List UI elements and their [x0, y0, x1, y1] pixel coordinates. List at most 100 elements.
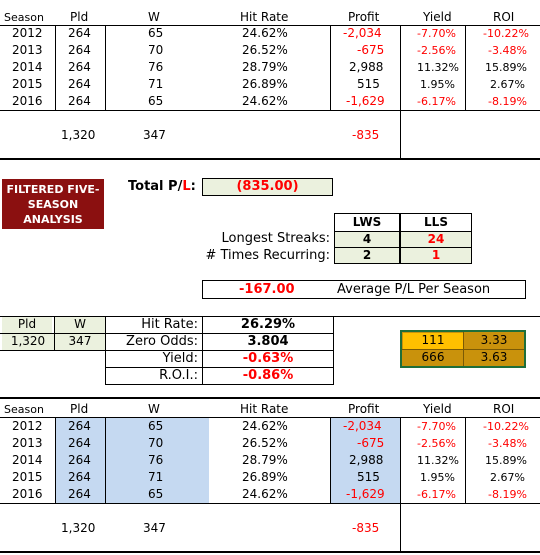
profit-cell: 515: [357, 470, 380, 484]
w-cell: 70: [148, 43, 164, 57]
yield-cell: 11.32%: [417, 454, 459, 467]
pld-cell: 264: [68, 436, 91, 450]
profit-cell: -1,629: [346, 487, 385, 501]
total-pl-value: (835.00): [202, 178, 333, 196]
yield-label: Yield:: [162, 351, 198, 366]
zero-odds-label: Zero Odds:: [126, 334, 198, 349]
roi-value: -0.86%: [242, 368, 294, 383]
col-w: W: [148, 10, 160, 24]
analysis-button-label: FILTERED FIVE-SEASON ANALYSIS: [6, 182, 100, 226]
w-cell: 71: [148, 470, 164, 484]
table-row: 2013 264 70 26.52% -675 -2.56% -3.48%: [0, 42, 540, 59]
col-season: Season: [4, 403, 44, 416]
totals-row: 1,320 347 -835: [0, 520, 540, 537]
filtered-analysis-button[interactable]: FILTERED FIVE-SEASON ANALYSIS: [2, 179, 104, 229]
table-row: 2012 264 65 24.62% -2,034 -7.70% -10.22%: [0, 25, 540, 42]
odds-r2a: 666: [421, 350, 445, 364]
hit-rate-cell: 28.79%: [242, 60, 288, 74]
table-row: 2015 264 71 26.89% 515 1.95% 2.67%: [0, 469, 540, 486]
total-pl-label-prefix: Total P/: [128, 179, 183, 194]
total-w: 347: [143, 128, 166, 142]
roi-cell: 2.67%: [490, 78, 525, 91]
recurring-lws: 2: [334, 247, 400, 264]
profit-cell: -1,629: [346, 94, 385, 108]
w-cell: 76: [148, 453, 164, 467]
yield-cell: -2.56%: [417, 44, 456, 57]
hit-rate-value: 26.29%: [240, 317, 296, 332]
col-hit-rate: Hit Rate: [240, 402, 289, 416]
col-roi: ROI: [493, 10, 515, 24]
odds-r1b: 3.33: [480, 333, 508, 347]
profit-cell: -675: [357, 43, 385, 57]
roi-cell: -10.22%: [483, 420, 529, 433]
summary-w-label: W: [55, 317, 105, 333]
longest-streaks-label: Longest Streaks:: [221, 231, 330, 246]
season-cell: 2012: [12, 419, 43, 433]
odds-box[interactable]: 111 3.33 666 3.63: [400, 330, 526, 368]
table-row: 2015 264 71 26.89% 515 1.95% 2.67%: [0, 76, 540, 93]
roi-cell: -3.48%: [488, 44, 527, 57]
pld-cell: 264: [68, 60, 91, 74]
total-profit: -835: [352, 521, 380, 535]
yield-cell: -6.17%: [417, 488, 456, 501]
col-roi: ROI: [493, 402, 515, 416]
longest-lls: 24: [400, 231, 472, 248]
profit-cell: -2,034: [343, 26, 382, 40]
w-cell: 65: [148, 487, 164, 501]
summary-pld: 1,320: [2, 334, 54, 350]
table-row: 2013 264 70 26.52% -675 -2.56% -3.48%: [0, 435, 540, 452]
season-cell: 2014: [12, 453, 43, 467]
w-cell: 71: [148, 77, 164, 91]
season-cell: 2016: [12, 487, 43, 501]
pld-cell: 264: [68, 419, 91, 433]
roi-cell: 15.89%: [485, 454, 527, 467]
total-pld: 1,320: [61, 128, 96, 142]
pld-cell: 264: [68, 43, 91, 57]
total-pl-label: Total P/L:: [128, 179, 196, 194]
profit-cell: -2,034: [343, 419, 382, 433]
table-row: 2016 264 65 24.62% -1,629 -6.17% -8.19%: [0, 93, 540, 110]
hit-rate-cell: 26.89%: [242, 470, 288, 484]
table-row: 2016 264 65 24.62% -1,629 -6.17% -8.19%: [0, 486, 540, 503]
season-cell: 2016: [12, 94, 43, 108]
season-cell: 2013: [12, 43, 43, 57]
avg-pl-label: Average P/L Per Season: [337, 282, 491, 297]
roi-cell: -8.19%: [488, 95, 527, 108]
w-cell: 65: [148, 94, 164, 108]
lws-header: LWS: [334, 213, 400, 232]
yield-cell: -2.56%: [417, 437, 456, 450]
profit-cell: 2,988: [349, 60, 384, 74]
col-profit: Profit: [348, 10, 380, 24]
yield-cell: -7.70%: [417, 420, 456, 433]
season-cell: 2015: [12, 470, 43, 484]
profit-cell: -675: [357, 436, 385, 450]
col-yield: Yield: [423, 402, 452, 416]
roi-cell: 2.67%: [490, 471, 525, 484]
hit-rate-cell: 24.62%: [242, 26, 288, 40]
pld-cell: 264: [68, 487, 91, 501]
hit-rate-cell: 28.79%: [242, 453, 288, 467]
header-row: Season Pld W Hit Rate Profit Yield ROI: [0, 401, 540, 418]
yield-cell: 11.32%: [417, 61, 459, 74]
yield-cell: -6.17%: [417, 95, 456, 108]
profit-cell: 2,988: [349, 453, 384, 467]
recurring-lls: 1: [400, 247, 472, 264]
avg-pl-box: -167.00 Average P/L Per Season: [202, 280, 526, 299]
roi-cell: -10.22%: [483, 27, 529, 40]
times-recurring-label: # Times Recurring:: [205, 248, 330, 263]
col-season: Season: [4, 11, 44, 24]
zero-odds-value: 3.804: [247, 334, 289, 349]
yield-cell: -7.70%: [417, 27, 456, 40]
profit-cell: 515: [357, 77, 380, 91]
season-cell: 2013: [12, 436, 43, 450]
col-w: W: [148, 402, 160, 416]
pld-cell: 264: [68, 94, 91, 108]
season-cell: 2012: [12, 26, 43, 40]
yield-value: -0.63%: [242, 351, 294, 366]
roi-cell: 15.89%: [485, 61, 527, 74]
hit-rate-cell: 26.89%: [242, 77, 288, 91]
col-hit-rate: Hit Rate: [240, 10, 289, 24]
summary-pld-label: Pld: [2, 317, 52, 333]
hit-rate-cell: 24.62%: [242, 94, 288, 108]
season-cell: 2014: [12, 60, 43, 74]
